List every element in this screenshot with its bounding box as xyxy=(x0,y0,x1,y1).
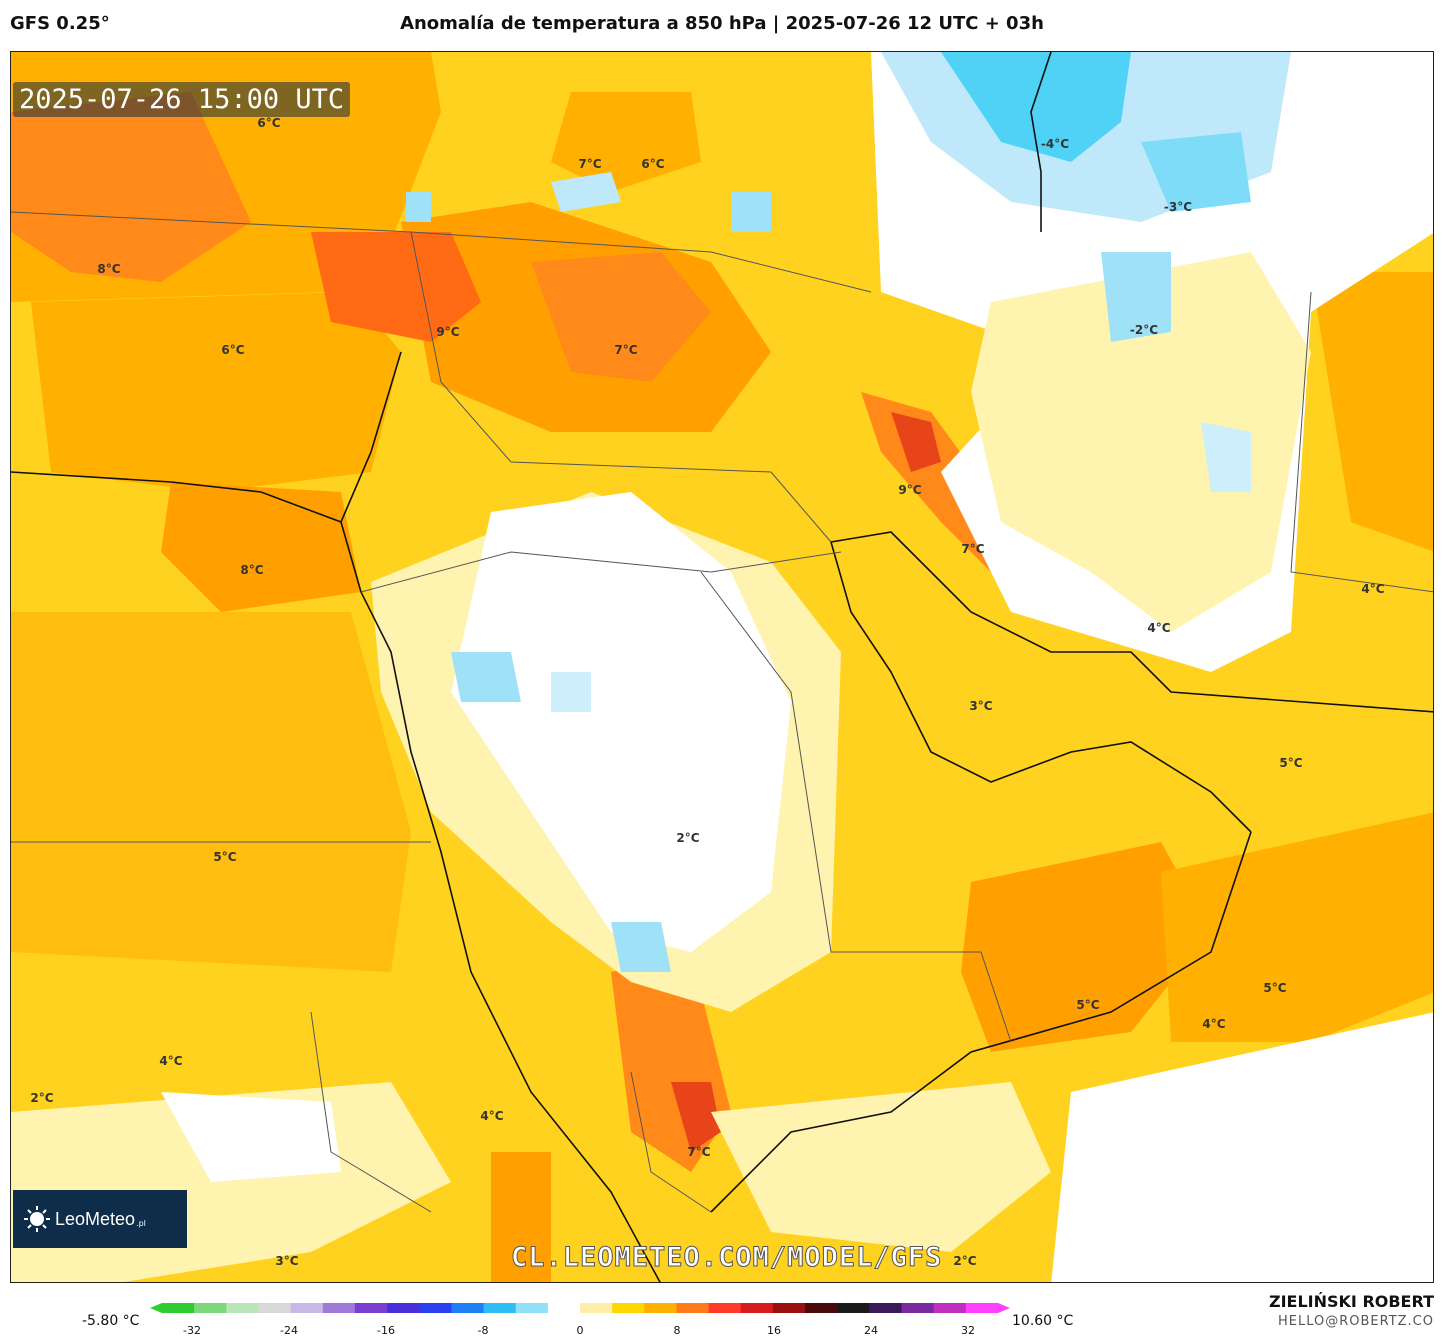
coastlines-borders xyxy=(11,52,1433,1282)
colorbar-segment xyxy=(387,1303,420,1313)
colorbar-segment xyxy=(419,1303,452,1313)
contour-label: 8°C xyxy=(240,563,264,577)
temperature-anomaly-map: 6°C 7°C 6°C -4°C -3°C 8°C 9°C -2°C 6°C 7°C 9°C 7°C 8… xyxy=(10,51,1434,1283)
leometeo-logo[interactable]: LeoMeteo .pl xyxy=(13,1190,187,1248)
contour-label: 6°C xyxy=(257,116,281,130)
colorbar-segment xyxy=(162,1303,195,1313)
colorbar-segment xyxy=(194,1303,227,1313)
author-email[interactable]: HELLO@ROBERTZ.CO xyxy=(1277,1314,1434,1329)
colorbar-segment xyxy=(869,1303,903,1313)
colorbar-segment xyxy=(901,1303,935,1313)
contour-label: 2°C xyxy=(676,831,700,845)
contour-label: -2°C xyxy=(1129,323,1159,337)
colorbar-min-arrow xyxy=(150,1303,162,1313)
contour-label: 5°C xyxy=(213,850,237,864)
legend-min-value: -5.80 °C xyxy=(82,1313,140,1329)
colorbar-segment xyxy=(805,1303,838,1313)
colorbar-segment xyxy=(451,1303,485,1313)
contour-label: 9°C xyxy=(898,483,922,497)
cool-anomaly-fields xyxy=(406,52,1291,972)
admin-borders xyxy=(11,211,1433,1213)
logo-suffix: .pl xyxy=(136,1218,146,1228)
valid-time-badge: 2025-07-26 15:00 UTC xyxy=(13,82,351,117)
colorbar-segment xyxy=(483,1303,517,1313)
contour-label: -4°C xyxy=(1040,137,1070,151)
contour-label: 8°C xyxy=(97,262,121,276)
colorbar-segment xyxy=(965,1303,999,1313)
contour-label: 6°C xyxy=(221,343,245,357)
contour-label: 7°C xyxy=(961,542,985,556)
model-name: GFS 0.25° xyxy=(10,13,110,34)
contour-label: 4°C xyxy=(1202,1017,1226,1031)
map-canvas xyxy=(11,52,1433,1282)
colorbar-segment xyxy=(322,1303,356,1313)
colorbar-segment xyxy=(644,1303,677,1313)
colorbar-segment xyxy=(933,1303,967,1313)
colorbar-tick-label: -16 xyxy=(377,1324,395,1337)
colorbar-tick-label: -24 xyxy=(280,1324,298,1337)
contour-label: 7°C xyxy=(578,157,602,171)
contour-label: 7°C xyxy=(614,343,638,357)
colorbar-segment xyxy=(676,1303,710,1313)
colorbar-tick-label: 16 xyxy=(767,1324,781,1337)
colorbar-segment xyxy=(226,1303,259,1313)
colorbar-tick-label: 8 xyxy=(673,1324,681,1337)
contour-label: 4°C xyxy=(480,1109,504,1123)
contour-label: 3°C xyxy=(969,699,993,713)
contour-label: 5°C xyxy=(1263,981,1287,995)
sun-icon xyxy=(23,1205,51,1233)
contour-label: 9°C xyxy=(436,325,460,339)
colorbar xyxy=(150,1303,1010,1313)
colorbar-segment xyxy=(290,1303,324,1313)
colorbar-segment xyxy=(354,1303,388,1313)
colorbar-tick-label: -8 xyxy=(477,1324,489,1337)
colorbar-tick-label: -32 xyxy=(183,1324,201,1337)
map-title: Anomalía de temperatura a 850 hPa | 2025… xyxy=(400,13,1044,34)
neutral-anomaly-fields xyxy=(11,52,1433,1282)
colorbar-segment xyxy=(708,1303,742,1313)
contour-label: 4°C xyxy=(159,1054,183,1068)
colorbar-segment xyxy=(515,1303,549,1313)
contour-label: 4°C xyxy=(1147,621,1171,635)
legend-max-value: 10.60 °C xyxy=(1012,1313,1074,1329)
contour-label: 2°C xyxy=(953,1254,977,1268)
colorbar-segment xyxy=(772,1303,806,1313)
colorbar-segment xyxy=(837,1303,870,1313)
contour-label: 4°C xyxy=(1361,582,1385,596)
colorbar-tick-label: 24 xyxy=(864,1324,878,1337)
colorbar-tick-label: 0 xyxy=(576,1324,584,1337)
contour-label: 5°C xyxy=(1076,998,1100,1012)
contour-label: 6°C xyxy=(641,157,665,171)
colorbar-segment xyxy=(258,1303,292,1313)
contour-label: 2°C xyxy=(30,1091,54,1105)
contour-label: 3°C xyxy=(275,1254,299,1268)
colorbar-segment xyxy=(612,1303,645,1313)
contour-label: -3°C xyxy=(1163,200,1193,214)
source-watermark: CL.LEOMETEO.COM/MODEL/GFS xyxy=(510,1242,943,1274)
contour-label: 5°C xyxy=(1279,756,1303,770)
colorbar-segment xyxy=(547,1303,581,1313)
contour-label: 7°C xyxy=(687,1145,711,1159)
logo-text: LeoMeteo xyxy=(55,1208,136,1229)
author-name: ZIELIŃSKI ROBERT xyxy=(1268,1292,1434,1311)
colorbar-max-arrow xyxy=(998,1303,1010,1313)
colorbar-tick-label: 32 xyxy=(961,1324,975,1337)
colorbar-segment xyxy=(580,1303,613,1313)
colorbar-segment xyxy=(740,1303,774,1313)
